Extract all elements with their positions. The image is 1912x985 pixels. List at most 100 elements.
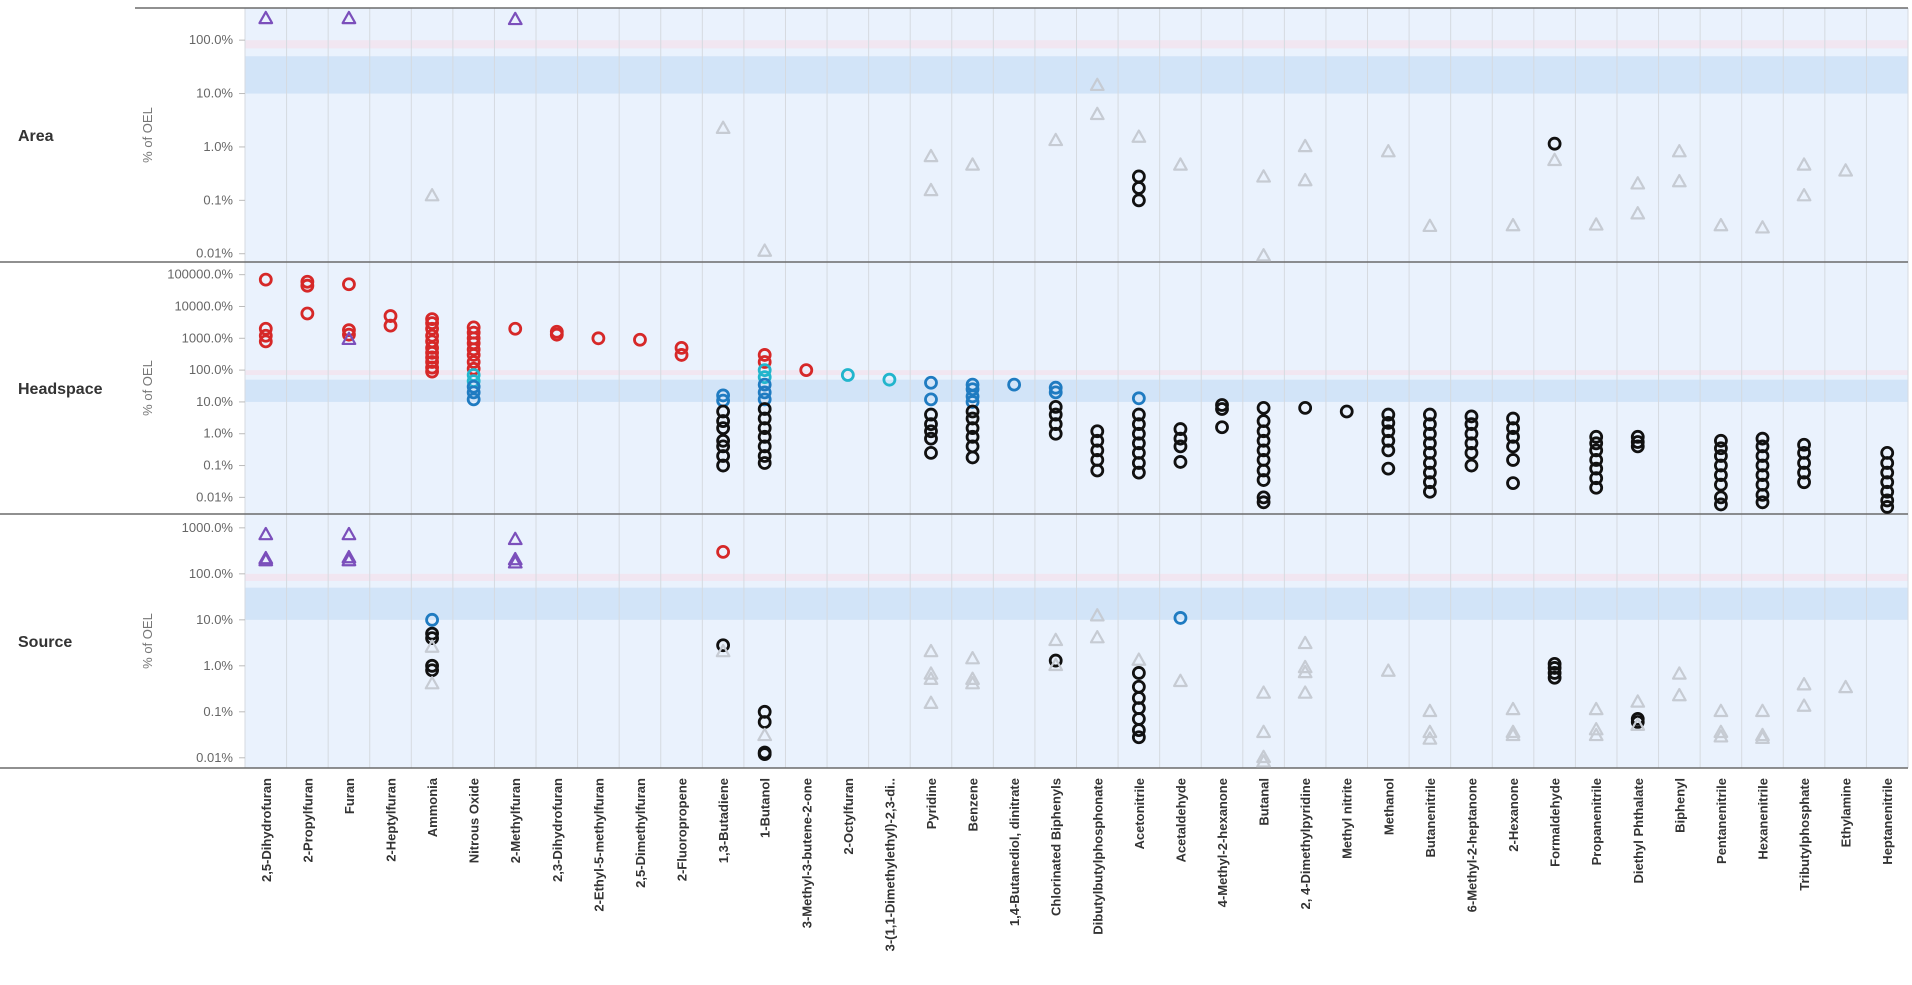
data-point-circle <box>1464 417 1479 432</box>
y-axis-title-area: % of OEL <box>140 107 155 163</box>
data-point-circle <box>1506 429 1520 444</box>
data-point-circle <box>1131 730 1146 745</box>
column-gridlines <box>244 8 1909 768</box>
data-point-circle <box>799 363 814 378</box>
row-labels: Area Headspace Source <box>18 128 103 651</box>
data-point-circle <box>425 340 439 355</box>
data-point-circle <box>1755 439 1770 454</box>
data-point-circle <box>1714 449 1728 463</box>
data-point-circle <box>1755 449 1770 463</box>
data-point-circle <box>466 342 481 357</box>
data-point-triangle <box>1671 687 1687 702</box>
x-category-labels: 2,5-Dihydrofuran 2-Propylfuran Furan 2-Hept… <box>259 777 1895 951</box>
axis-titles: % of OEL % of OEL % of OEL <box>140 107 155 669</box>
data-point-circle <box>716 421 731 436</box>
data-point-triangle <box>1755 703 1770 718</box>
x-category-label: Butanenitrile <box>1423 778 1438 857</box>
data-point-circle <box>425 364 439 379</box>
data-point-circle <box>840 368 855 382</box>
x-category-label: 2-Fluoropropene <box>675 778 690 881</box>
y-tick-label: 0.1% <box>203 458 233 473</box>
data-point-triangle <box>1755 220 1770 234</box>
data-point-circle <box>1755 468 1770 483</box>
y-tick-label: 1000.0% <box>182 520 234 535</box>
data-point-circle <box>425 321 439 336</box>
data-point-circle <box>757 355 772 369</box>
data-point-triangle <box>1048 632 1064 647</box>
data-point-circle <box>591 331 606 346</box>
data-point-triangle <box>341 549 357 564</box>
data-point-triangle <box>1297 664 1313 679</box>
x-category-label: Nitrous Oxide <box>467 778 482 863</box>
data-point-circle <box>300 306 315 321</box>
data-point-triangle <box>1796 677 1812 691</box>
data-point-circle <box>757 377 772 392</box>
x-category-label: Chlorinated Biphenyls <box>1049 778 1064 916</box>
data-point-circle <box>716 414 731 428</box>
data-point-circle <box>1048 380 1063 395</box>
data-point-circle <box>1880 484 1895 499</box>
x-category-label: Dibutylbutylphosphonate <box>1090 778 1105 935</box>
data-point-circle <box>924 407 938 422</box>
data-point-triangle <box>341 331 357 346</box>
data-point-circle <box>1714 441 1728 456</box>
data-point-circle <box>425 316 439 331</box>
x-category-label: Benzene <box>966 778 981 831</box>
data-point-circle <box>924 375 938 390</box>
y-tick-label: 1.0% <box>203 658 233 673</box>
y-tick-label: 10.0% <box>196 612 233 627</box>
x-category-label: Methyl nitrite <box>1340 778 1355 859</box>
data-point-circle <box>757 715 772 729</box>
data-point-circle <box>1007 377 1022 392</box>
data-point-triangle <box>1048 657 1064 672</box>
data-point-circle <box>757 348 772 362</box>
data-point-circle <box>965 389 980 404</box>
data-point-triangle <box>1422 703 1438 718</box>
data-point-circle <box>1630 429 1645 444</box>
data-point-circle <box>1173 455 1188 469</box>
data-point-circle <box>924 424 938 439</box>
data-point-circle <box>1422 484 1437 499</box>
data-point-circle <box>1256 433 1271 448</box>
data-point-triangle <box>923 148 939 163</box>
x-category-label: Tributylphosphate <box>1797 778 1812 891</box>
x-category-label: Acetonitrile <box>1132 778 1147 850</box>
data-point-circle <box>258 334 273 349</box>
data-point-triangle <box>1048 132 1064 147</box>
x-category-label: 2-Hexanone <box>1506 778 1521 852</box>
y-tick-label: 100000.0% <box>167 267 233 282</box>
data-point-circle <box>1131 417 1146 432</box>
y-axis-title-headspace: % of OEL <box>140 360 155 416</box>
x-category-label: Pyridine <box>924 778 939 829</box>
data-point-circle <box>1173 422 1188 436</box>
data-point-triangle <box>1713 703 1729 718</box>
data-point-circle <box>1506 411 1520 426</box>
data-point-triangle <box>1713 217 1729 232</box>
data-point-circle <box>674 340 689 355</box>
data-point-triangle <box>1422 731 1438 745</box>
data-point-triangle <box>1588 722 1604 736</box>
data-point-circle <box>1755 487 1770 502</box>
data-point-circle <box>1880 493 1895 508</box>
x-category-label: 2,5-Dihydrofuran <box>259 778 274 882</box>
data-point-triangle <box>965 676 980 690</box>
data-point-circle <box>1589 436 1604 451</box>
data-point-circle <box>1464 409 1479 424</box>
data-point-circle <box>258 272 273 287</box>
y-tick-label: 100.0% <box>189 362 234 377</box>
data-point-circle <box>1173 439 1188 454</box>
data-point-triangle <box>1630 717 1646 731</box>
data-point-circle <box>1256 495 1271 510</box>
x-category-label: 6-Methyl-2-heptanone <box>1464 778 1479 912</box>
data-point-circle <box>965 395 980 409</box>
data-point-triangle <box>757 243 773 257</box>
data-point-circle <box>757 449 772 463</box>
data-point-triangle <box>1838 679 1854 694</box>
data-point-triangle <box>1505 727 1521 742</box>
data-point-triangle <box>1588 217 1604 231</box>
data-point-triangle <box>1630 206 1646 220</box>
data-point-circle <box>757 429 772 444</box>
data-point-circle <box>1422 475 1437 490</box>
data-point-circle <box>1339 404 1354 419</box>
